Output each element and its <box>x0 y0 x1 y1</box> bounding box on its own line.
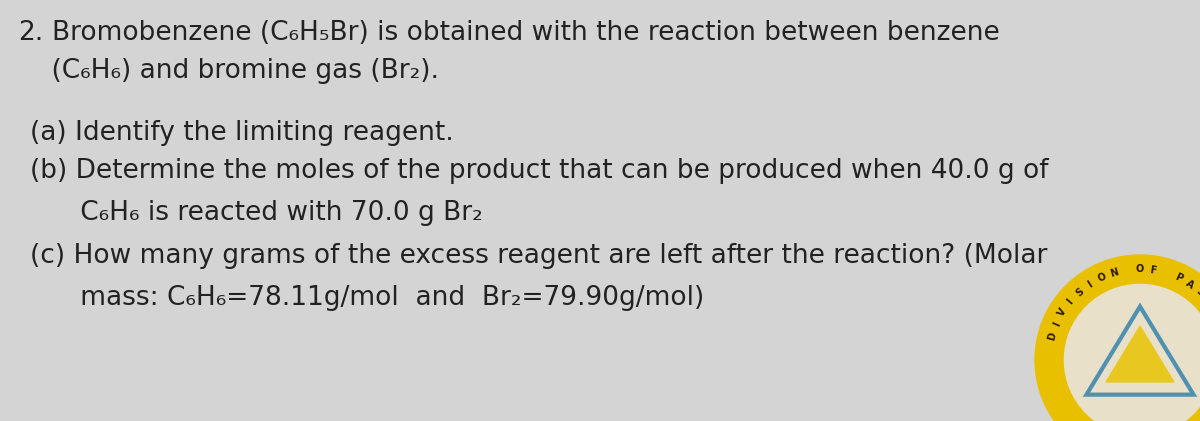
Text: C₆H₆ is reacted with 70.0 g Br₂: C₆H₆ is reacted with 70.0 g Br₂ <box>30 200 482 226</box>
Text: I: I <box>1066 297 1075 306</box>
Text: I: I <box>1051 320 1062 328</box>
Text: I: I <box>1086 279 1094 289</box>
Text: 2.: 2. <box>18 20 43 46</box>
Text: Bromobenzene (C₆H₅Br) is obtained with the reaction between benzene: Bromobenzene (C₆H₅Br) is obtained with t… <box>52 20 1000 46</box>
Text: O: O <box>1136 264 1144 274</box>
Text: S: S <box>1194 286 1200 298</box>
Text: F: F <box>1150 265 1157 276</box>
Text: S: S <box>1074 286 1086 298</box>
Text: N: N <box>1109 267 1120 279</box>
Text: A: A <box>1184 278 1195 290</box>
Text: O: O <box>1096 272 1108 284</box>
Text: mass: C₆H₆=78.11g/mol  and  Br₂=79.90g/mol): mass: C₆H₆=78.11g/mol and Br₂=79.90g/mol… <box>30 285 704 311</box>
Text: (c) How many grams of the excess reagent are left after the reaction? (Molar: (c) How many grams of the excess reagent… <box>30 243 1048 269</box>
Circle shape <box>1064 285 1200 421</box>
Text: P: P <box>1174 272 1183 284</box>
Polygon shape <box>1106 326 1174 382</box>
Text: V: V <box>1056 306 1069 318</box>
Text: (C₆H₆) and bromine gas (Br₂).: (C₆H₆) and bromine gas (Br₂). <box>18 58 439 84</box>
Text: (b) Determine the moles of the product that can be produced when 40.0 g of: (b) Determine the moles of the product t… <box>30 158 1049 184</box>
Circle shape <box>1034 255 1200 421</box>
Text: (a) Identify the limiting reagent.: (a) Identify the limiting reagent. <box>30 120 454 146</box>
Text: D: D <box>1046 331 1058 342</box>
